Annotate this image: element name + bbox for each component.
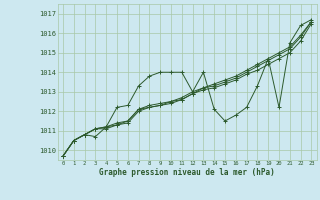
X-axis label: Graphe pression niveau de la mer (hPa): Graphe pression niveau de la mer (hPa): [99, 168, 275, 177]
